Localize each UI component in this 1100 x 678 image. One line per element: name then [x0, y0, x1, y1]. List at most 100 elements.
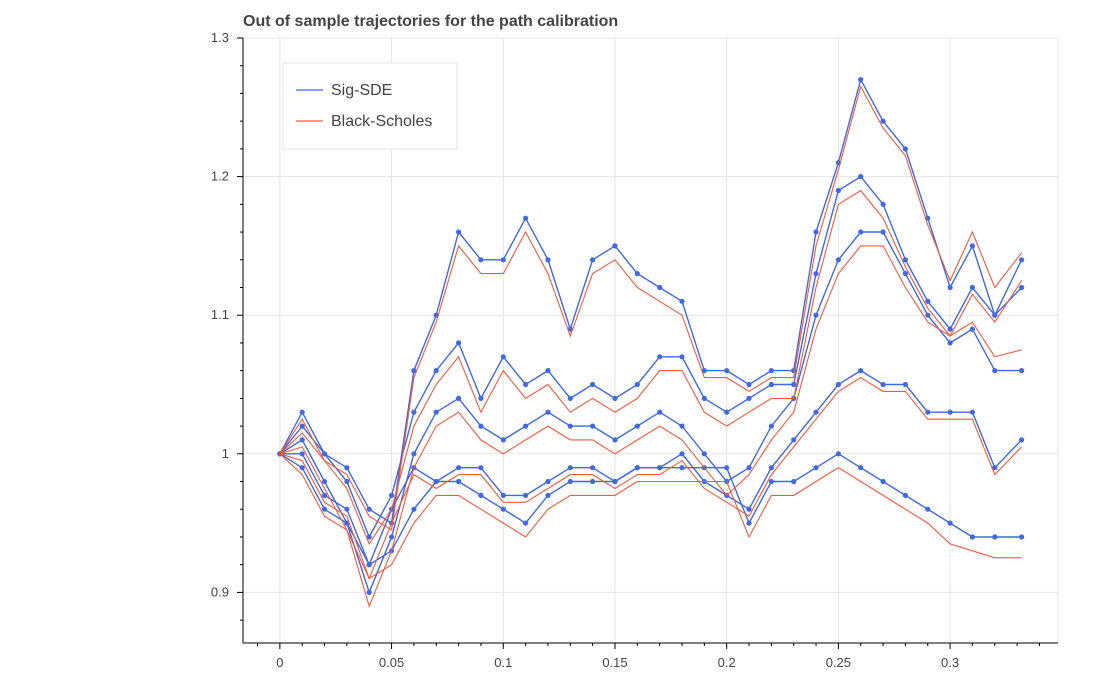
sig-sde-point — [612, 243, 618, 249]
sig-sde-point — [724, 465, 730, 471]
sig-sde-point — [679, 298, 685, 304]
sig-sde-point — [746, 465, 752, 471]
sig-sde-point — [523, 492, 529, 498]
sig-sde-point — [746, 506, 752, 512]
y-tick-label: 0.9 — [211, 584, 229, 599]
axes: 0 0.05 0.1 0.15 0.2 0.25 0.3 0.9 1 1.1 1.2 1.3 — [211, 30, 1058, 670]
sig-sde-point — [902, 381, 909, 388]
sig-sde-point — [880, 118, 886, 124]
sig-sde-point — [880, 381, 886, 388]
sig-sde-point — [992, 312, 998, 318]
sig-sde-point — [880, 478, 886, 485]
sig-sde-point — [746, 381, 752, 388]
sig-sde-point — [880, 201, 886, 207]
sig-sde-point — [366, 589, 372, 596]
sig-sde-point — [768, 465, 775, 471]
sig-sde-point — [813, 271, 819, 277]
legend[interactable]: Sig-SDE Black-Scholes — [282, 62, 458, 150]
sig-sde-point — [746, 520, 752, 526]
sig-sde-point — [523, 423, 529, 429]
sig-sde-point — [299, 437, 305, 443]
sig-sde-point — [590, 381, 596, 388]
sig-sde-point — [612, 437, 618, 443]
sig-sde-point — [321, 478, 328, 485]
sig-sde-point — [567, 326, 573, 332]
sig-sde-point — [969, 326, 976, 332]
sig-sde-point — [746, 395, 752, 401]
sig-sde-point — [969, 243, 976, 249]
sig-sde-point — [590, 478, 596, 485]
sig-sde-point — [835, 257, 842, 263]
series-black-scholes — [279, 85, 1023, 608]
black-scholes-path-2 — [279, 189, 1023, 546]
sig-sde-point — [902, 146, 909, 152]
sig-sde-point — [478, 423, 484, 429]
series-sig-sde — [277, 77, 1025, 596]
sig-sde-point — [969, 284, 976, 291]
sig-sde-point — [545, 409, 551, 415]
sig-sde-point — [523, 215, 529, 221]
sig-sde-point — [925, 298, 931, 304]
y-tick-label: 1 — [222, 446, 229, 461]
black-scholes-path-5 — [279, 453, 1022, 580]
chart-title: Out of sample trajectories for the path … — [243, 13, 618, 30]
sig-sde-point — [478, 465, 484, 471]
sig-sde-point — [947, 326, 953, 332]
sig-sde-point — [456, 229, 462, 235]
sig-sde-point — [456, 395, 462, 401]
sig-sde-point — [321, 506, 328, 512]
sig-sde-point — [299, 409, 305, 415]
sig-sde-point — [500, 506, 506, 512]
sig-sde-point — [925, 409, 931, 415]
sig-sde-point — [925, 506, 931, 512]
black-scholes-path-4 — [279, 376, 1022, 581]
sig-sde-point — [456, 478, 462, 485]
sig-sde-point — [858, 368, 864, 374]
sig-sde-point — [858, 229, 864, 235]
sig-sde-point — [456, 340, 462, 346]
sig-sde-point — [947, 409, 953, 415]
sig-sde-point — [1019, 257, 1025, 263]
sig-sde-point — [545, 492, 551, 498]
legend-label-black-scholes: Black-Scholes — [331, 113, 432, 130]
sig-sde-point — [880, 229, 886, 235]
sig-sde-point — [858, 465, 864, 471]
sig-sde-point — [679, 451, 685, 457]
sig-sde-point — [321, 492, 328, 498]
sig-sde-point — [545, 257, 551, 263]
sig-sde-point — [902, 492, 909, 498]
sig-sde-point — [523, 520, 529, 526]
sig-sde-point — [411, 368, 417, 374]
sig-sde-point — [768, 423, 775, 429]
sig-sde-point — [478, 395, 484, 401]
sig-sde-point — [456, 465, 462, 471]
sig-sde-point — [657, 465, 663, 471]
sig-sde-point — [366, 534, 372, 540]
sig-sde-path-3 — [279, 231, 1022, 595]
sig-sde-point — [947, 284, 953, 291]
sig-sde-point — [657, 354, 663, 360]
sig-sde-point — [411, 506, 417, 512]
sig-sde-point — [858, 77, 864, 83]
sig-sde-point — [835, 381, 842, 388]
sig-sde-point — [791, 437, 797, 443]
sig-sde-path-1 — [279, 77, 1023, 525]
x-tick-label: 0.2 — [718, 655, 736, 670]
y-tick-label: 1.1 — [211, 307, 229, 322]
sig-sde-point — [545, 478, 551, 485]
sig-sde-point — [768, 368, 775, 374]
sig-sde-point — [411, 451, 417, 457]
sig-sde-point — [321, 451, 328, 457]
sig-sde-point — [478, 257, 484, 263]
sig-sde-point — [813, 409, 819, 415]
sig-sde-point — [791, 381, 797, 388]
sig-sde-point — [612, 395, 618, 401]
sig-sde-point — [634, 381, 640, 388]
legend-label-sig-sde: Sig-SDE — [331, 82, 392, 99]
sig-sde-point — [299, 423, 305, 429]
sig-sde-point — [567, 423, 573, 429]
sig-sde-point — [500, 257, 506, 263]
sig-sde-point — [947, 520, 953, 526]
sig-sde-point — [567, 478, 573, 485]
